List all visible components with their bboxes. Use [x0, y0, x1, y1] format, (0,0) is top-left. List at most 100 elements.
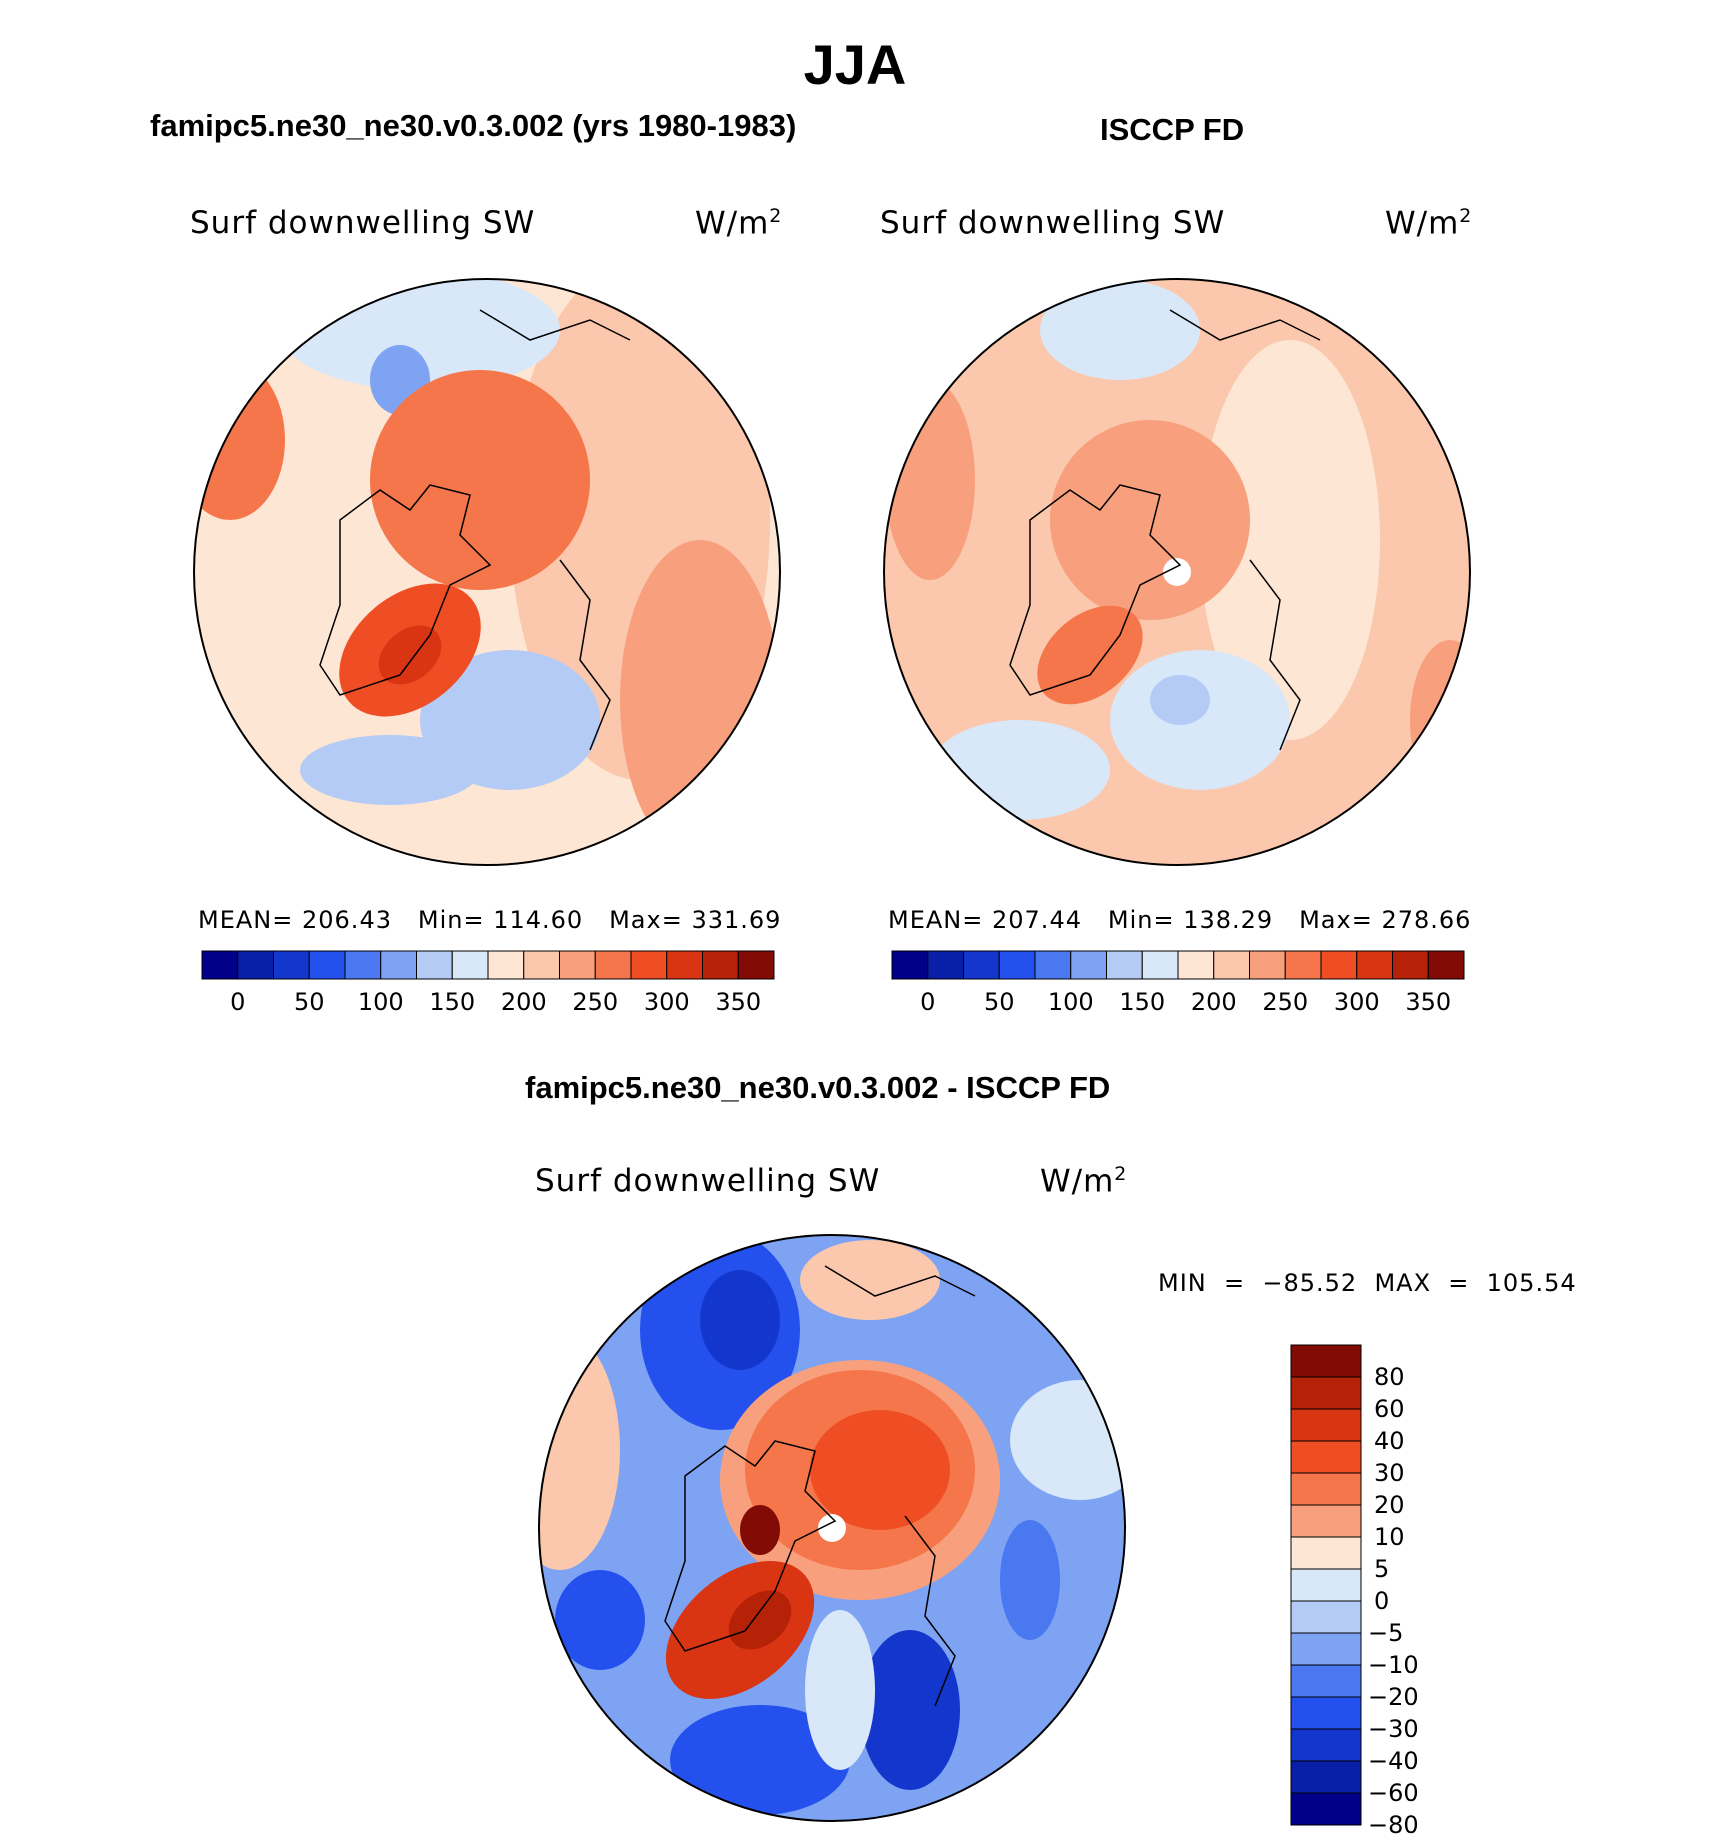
panel3-colorbar-tick-label: −30 — [1368, 1715, 1419, 1743]
panel1-mean-label: MEAN= — [198, 906, 294, 934]
panel1-colorbar-swatch — [559, 950, 596, 980]
panel3-colorbar-tick-label: 80 — [1374, 1363, 1405, 1391]
panel3-colorbar-swatch — [1290, 1632, 1362, 1666]
panel3-colorbar-tick-label: 5 — [1374, 1555, 1390, 1583]
panel3-colorbar-tick-label: 30 — [1374, 1459, 1405, 1487]
panel1-colorbar-swatch — [451, 950, 489, 980]
panel2-units: W/m2 — [1385, 205, 1472, 241]
panel2-colorbar-swatch — [1427, 950, 1465, 980]
panel3-colorbar-swatch — [1290, 1504, 1362, 1538]
main-title: JJA — [803, 33, 907, 96]
panel2-colorbar-tick-label: 250 — [1262, 988, 1309, 1016]
panel3-colorbar-swatch — [1290, 1792, 1362, 1826]
panel3-variable: Surf downwelling SW — [535, 1163, 881, 1199]
panel2-colorbar-tick-label: 350 — [1405, 988, 1452, 1016]
panel1-colorbar-tick-label: 200 — [500, 988, 547, 1016]
panel3-colorbar-tick-label: −5 — [1368, 1619, 1404, 1647]
panel2-colorbar-swatch — [1070, 950, 1107, 980]
panel3-colorbar-tick-label: 20 — [1374, 1491, 1405, 1519]
panel3-colorbar-swatch — [1290, 1408, 1362, 1442]
panel2-mean-value: 207.44 — [992, 906, 1082, 934]
panel1-colorbar-ticks: 0 50 100 150 200 250 300 350 — [202, 988, 774, 1018]
panel2-colorbar-ticks: 0 50 100 150 200 250 300 350 — [892, 988, 1464, 1018]
panel3-colorbar-swatch — [1290, 1664, 1362, 1698]
panel1-colorbar-swatch — [416, 950, 453, 980]
panel2-colorbar-swatch — [1249, 950, 1286, 980]
panel1-colorbar-tick-label: 300 — [643, 988, 690, 1016]
panel1-colorbar-swatch — [737, 950, 775, 980]
panel1-colorbar-swatch — [308, 950, 346, 980]
panel1-colorbar-tick-label: 50 — [293, 988, 325, 1016]
panel3-units: W/m2 — [1040, 1163, 1127, 1199]
panel1-min-value: 114.60 — [493, 906, 584, 934]
panel1-colorbar-tick-label: 150 — [429, 988, 476, 1016]
panel1-units-base: W/m — [695, 205, 770, 242]
panel2-units-sup: 2 — [1459, 205, 1473, 227]
panel2-colorbar-tick-label: 150 — [1119, 988, 1166, 1016]
panel2-colorbar-swatch — [963, 950, 1000, 980]
panel3-colorbar-tick-label: −60 — [1368, 1779, 1419, 1807]
panel3-colorbar-swatch — [1290, 1728, 1362, 1762]
panel3-colorbar-tick-label: 10 — [1374, 1523, 1405, 1551]
panel1-colorbar — [201, 950, 775, 980]
panel2-variable: Surf downwelling SW — [880, 205, 1226, 241]
panel1-colorbar-tick-label: 350 — [715, 988, 762, 1016]
panel3-colorbar — [1290, 1344, 1362, 1826]
panel1-mean-value: 206.43 — [302, 906, 392, 934]
panel1-colorbar-tick-label: 0 — [230, 988, 246, 1016]
panel2-colorbar-tick-label: 100 — [1047, 988, 1094, 1016]
panel1-max-value: 331.69 — [691, 906, 782, 934]
panel3-colorbar-tick-label: −20 — [1368, 1683, 1419, 1711]
panel2-colorbar-swatch — [1392, 950, 1429, 980]
panel1-colorbar-swatch — [630, 950, 668, 980]
panel1-stats: MEAN= 206.43 Min= 114.60 Max= 331.69 — [198, 906, 781, 934]
panel3-colorbar-tick-label: 0 — [1374, 1587, 1390, 1615]
panel2-colorbar-tick-label: 200 — [1190, 988, 1237, 1016]
panel1-colorbar-swatch — [201, 950, 239, 980]
panel3-units-sup: 2 — [1114, 1163, 1128, 1185]
panel1-colorbar-swatch — [702, 950, 739, 980]
panel1-colorbar-swatch — [344, 950, 382, 980]
panel2-heading: ISCCP FD — [1100, 112, 1245, 147]
panel1-units-sup: 2 — [769, 205, 783, 227]
panel3-colorbar-ticks: 80 60 40 30 20 10 5 0 −5 −10 −20 −30 −40 −60 −80 — [1368, 1345, 1474, 1839]
panel3-colorbar-tick-label: 60 — [1374, 1395, 1405, 1423]
panel3-colorbar-tick-label: −10 — [1368, 1651, 1419, 1679]
panel3-heading: famipc5.ne30_ne30.v0.3.002 - ISCCP FD — [525, 1070, 1111, 1105]
panel2-colorbar-swatch — [891, 950, 929, 980]
panel3-colorbar-swatch — [1290, 1440, 1362, 1474]
panel1-variable: Surf downwelling SW — [190, 205, 536, 241]
panel2-colorbar-swatch — [1177, 950, 1215, 980]
panel2-colorbar-tick-label: 0 — [920, 988, 936, 1016]
panel2-min-value: 138.29 — [1183, 906, 1274, 934]
panel3-units-base: W/m — [1040, 1163, 1115, 1200]
panel2-units-base: W/m — [1385, 205, 1460, 242]
panel3-colorbar-swatch — [1290, 1536, 1362, 1570]
panel2-min-label: Min= — [1107, 906, 1175, 934]
panel3-minmax: MIN = −85.52 MAX = 105.54 — [1158, 1269, 1577, 1297]
panel1-colorbar-swatch — [237, 950, 274, 980]
panel1-units: W/m2 — [695, 205, 782, 241]
panel2-colorbar-swatch — [1141, 950, 1179, 980]
panel2-colorbar-swatch — [1284, 950, 1322, 980]
panel3-colorbar-tick-label: 40 — [1374, 1427, 1405, 1455]
panel1-max-label: Max= — [609, 906, 683, 934]
panel2-mean-label: MEAN= — [888, 906, 984, 934]
panel1-colorbar-swatch — [380, 950, 417, 980]
panel2-colorbar — [891, 950, 1465, 980]
panel3-colorbar-swatch — [1290, 1472, 1362, 1506]
panel3-colorbar-tick-label: −40 — [1368, 1747, 1419, 1775]
panel1-colorbar-tick-label: 100 — [357, 988, 404, 1016]
panel1-colorbar-swatch — [487, 950, 525, 980]
panel2-colorbar-swatch — [1106, 950, 1143, 980]
panel3-colorbar-swatch — [1290, 1568, 1362, 1602]
panel3-colorbar-tick-label: −80 — [1368, 1811, 1419, 1839]
panel2-colorbar-swatch — [1320, 950, 1358, 980]
panel2-colorbar-swatch — [998, 950, 1036, 980]
panel3-colorbar-swatch — [1290, 1600, 1362, 1634]
panel2-colorbar-tick-label: 300 — [1333, 988, 1380, 1016]
panel3-colorbar-swatch — [1290, 1760, 1362, 1794]
